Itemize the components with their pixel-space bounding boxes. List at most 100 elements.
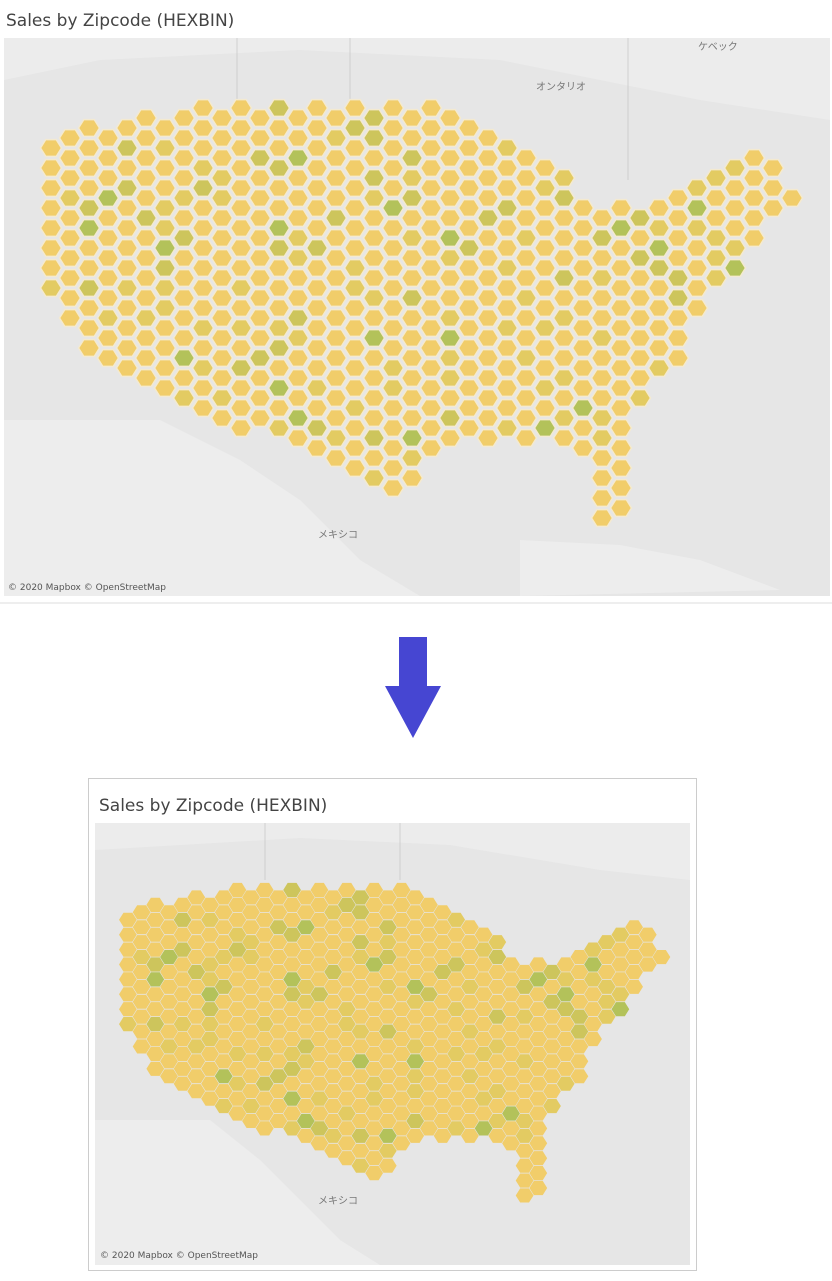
hex-bin	[119, 912, 137, 927]
hex-bin	[609, 198, 633, 218]
hex-bin	[310, 957, 329, 972]
hex-bin	[229, 118, 253, 138]
hex-bin	[324, 935, 342, 950]
hex-bin	[173, 927, 192, 942]
hex-bin	[647, 238, 671, 258]
hex-bin	[704, 208, 728, 228]
hex-bin	[242, 1039, 260, 1054]
hex-bin	[474, 1076, 493, 1091]
hex-bin	[134, 248, 158, 268]
hex-bin	[447, 927, 466, 942]
hex-bin	[433, 1009, 452, 1024]
hex-bin	[552, 188, 576, 208]
hex-bin	[269, 1039, 288, 1054]
hex-bin	[58, 268, 82, 288]
hex-bin	[255, 1121, 274, 1136]
hex-bin	[146, 1002, 165, 1017]
hex-bin	[488, 979, 507, 994]
hex-bin	[365, 882, 384, 898]
hex-bin	[255, 957, 274, 972]
hex-bin	[400, 468, 424, 488]
hex-bin	[267, 298, 291, 318]
hex-bin	[457, 398, 481, 418]
hex-bin	[597, 994, 616, 1009]
hex-bin	[310, 1002, 329, 1017]
hex-bin	[420, 1121, 438, 1136]
hex-bin	[296, 1128, 315, 1143]
hex-bin	[652, 950, 671, 965]
hex-bin	[529, 1061, 548, 1076]
hex-bin	[533, 378, 557, 398]
hex-bin	[255, 1046, 274, 1061]
hex-bin	[495, 238, 519, 258]
hex-bin	[160, 994, 178, 1009]
hex-bin	[438, 168, 462, 188]
hex-bin	[286, 168, 310, 188]
hex-bin	[406, 1128, 425, 1143]
hex-bin	[438, 148, 462, 168]
hex-bin	[58, 288, 82, 308]
hex-bin	[255, 882, 274, 898]
hex-bin	[611, 942, 630, 957]
hex-bin	[533, 358, 557, 378]
hex-bin	[590, 468, 614, 488]
hex-bin	[305, 438, 329, 458]
hex-bin	[351, 890, 370, 905]
hex-bin	[647, 198, 671, 218]
hex-bin	[761, 158, 785, 178]
hex-bin	[173, 1061, 192, 1076]
hex-bin	[146, 1046, 165, 1061]
hex-bin	[362, 128, 386, 148]
hex-bin	[146, 987, 165, 1002]
hex-bin	[324, 408, 348, 428]
hex-bin	[146, 927, 165, 942]
hex-bin	[337, 1091, 356, 1106]
hex-bin	[515, 1158, 534, 1173]
hex-bin	[406, 1113, 425, 1128]
hex-bin	[153, 118, 177, 138]
hex-bin	[255, 972, 274, 987]
hex-bin	[515, 1084, 534, 1099]
hex-bin	[283, 1076, 301, 1091]
hex-bin	[609, 318, 633, 338]
hex-bin	[584, 987, 602, 1002]
hex-bin	[438, 368, 462, 388]
hex-bin	[172, 268, 196, 288]
hex-bin	[495, 278, 519, 298]
hex-bin	[229, 278, 253, 298]
hex-bin	[461, 1113, 479, 1128]
hex-bin	[420, 1076, 438, 1091]
hex-bin	[400, 388, 424, 408]
hex-bin	[647, 258, 671, 278]
hex-bin	[638, 957, 657, 972]
hex-bin	[704, 168, 728, 188]
hex-bin	[191, 138, 215, 158]
hex-bin	[269, 920, 288, 935]
hex-bin	[173, 987, 192, 1002]
hex-bin	[685, 238, 709, 258]
hex-bin	[433, 935, 452, 950]
hex-bin	[134, 348, 158, 368]
land-shape	[4, 420, 420, 596]
hex-bin	[420, 1046, 438, 1061]
hex-bin	[365, 1002, 384, 1017]
hex-bin	[590, 388, 614, 408]
hex-bin	[552, 168, 576, 188]
hex-bin	[310, 1046, 329, 1061]
hex-bin	[365, 912, 384, 927]
hex-bin	[255, 912, 274, 927]
hex-bin	[228, 1046, 247, 1061]
hex-bin	[502, 957, 520, 972]
hex-bin	[153, 278, 177, 298]
arrow	[385, 637, 441, 738]
hex-bin	[351, 994, 370, 1009]
hex-bin	[476, 168, 500, 188]
hex-bin	[351, 1158, 370, 1173]
hex-bin	[704, 188, 728, 208]
hex-bin	[115, 138, 139, 158]
hex-bin	[228, 987, 247, 1002]
hex-bin	[400, 428, 424, 448]
hex-bin	[378, 1054, 397, 1069]
hex-bin	[447, 1076, 466, 1091]
hex-bin	[666, 248, 690, 268]
